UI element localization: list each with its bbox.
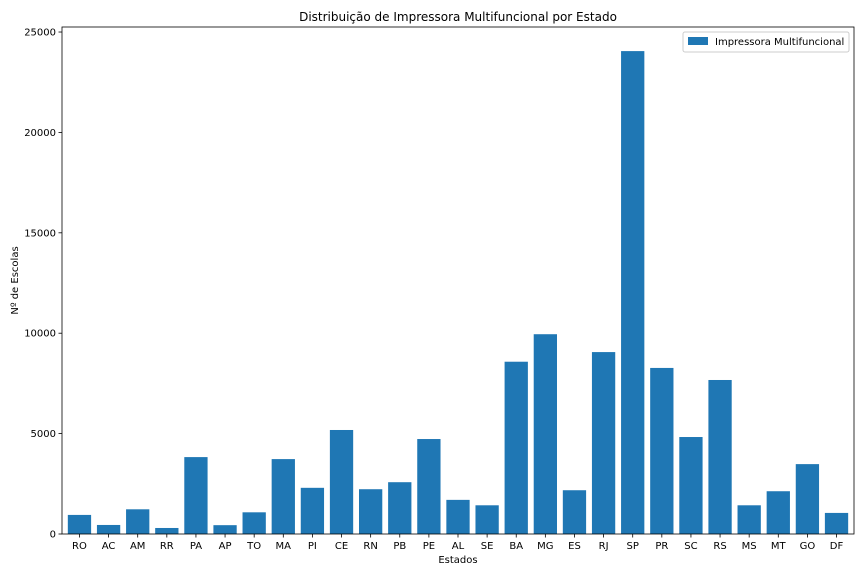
chart-title: Distribuição de Impressora Multifunciona… (299, 10, 617, 24)
bar-rr (155, 527, 179, 534)
bar-mt (766, 491, 790, 534)
x-tick-label: AP (219, 541, 232, 552)
bar-es (562, 490, 587, 534)
legend-box (682, 31, 850, 53)
bar-rn (359, 489, 383, 534)
y-axis-ticks: 0 5000 10000 15000 20000 25000 (24, 28, 62, 541)
x-tick-label: PI (308, 541, 317, 552)
x-tick-label: PB (393, 541, 406, 552)
legend-label: Impressora Multifuncional (715, 37, 844, 48)
y-tick-label: 0 (50, 530, 56, 541)
legend-swatch (688, 37, 708, 45)
x-tick-label: PR (655, 541, 668, 552)
bar-ap (213, 525, 237, 534)
x-tick-label: GO (800, 541, 816, 552)
bar-sp (621, 51, 645, 534)
bar-ma (271, 459, 295, 534)
y-tick-label: 25000 (24, 28, 56, 39)
x-tick-label: RS (713, 541, 726, 552)
x-tick-label: SE (481, 541, 494, 552)
x-tick-label: ES (568, 541, 581, 552)
y-tick-label: 15000 (24, 228, 56, 239)
bar-pe (417, 439, 441, 534)
x-tick-label: DF (830, 541, 844, 552)
bar-pb (388, 482, 412, 534)
bar-ms (737, 505, 761, 534)
x-tick-label: PA (190, 541, 202, 552)
x-tick-label: RR (160, 541, 174, 552)
bar-pi (300, 487, 325, 534)
bar-mg (533, 334, 557, 534)
x-tick-label: PE (423, 541, 435, 552)
x-tick-label: MT (771, 541, 787, 552)
x-axis-title: Estados (438, 555, 477, 566)
bar-se (475, 505, 499, 534)
x-tick-label: MA (276, 541, 292, 552)
bar-ro (67, 514, 92, 534)
legend: Impressora Multifuncional (682, 31, 850, 53)
bar-df (824, 512, 849, 534)
x-tick-label: TO (246, 541, 261, 552)
bars-group (67, 51, 849, 534)
y-tick-label: 5000 (31, 429, 56, 440)
x-tick-label: RN (363, 541, 377, 552)
x-axis-ticks: RO AC AM RR PA AP TO MA PI CE RN PB PE AL SE BA MG ES RJ SP… (72, 534, 844, 552)
x-tick-label: SC (684, 541, 697, 552)
bar-to (242, 512, 266, 534)
bar-go (795, 464, 820, 534)
x-tick-label: CE (335, 541, 348, 552)
x-tick-label: MS (742, 541, 757, 552)
bar-ac (96, 524, 121, 534)
x-tick-label: SP (627, 541, 639, 552)
x-tick-label: BA (509, 541, 523, 552)
x-tick-label: AL (452, 541, 465, 552)
bar-am (126, 509, 150, 534)
x-tick-label: AC (102, 541, 116, 552)
bar-ba (504, 361, 528, 534)
bar-ce (329, 429, 354, 534)
x-tick-label: AM (130, 541, 145, 552)
bar-sc (679, 437, 703, 534)
y-axis-title: Nº de Escolas (10, 246, 21, 314)
bar-rs (708, 379, 732, 534)
bar-al (446, 499, 470, 534)
y-tick-label: 10000 (24, 329, 56, 340)
bar-pa (184, 457, 208, 534)
x-tick-label: RJ (599, 541, 609, 552)
x-tick-label: MG (537, 541, 553, 552)
bar-pr (650, 367, 674, 534)
bar-rj (591, 352, 616, 534)
x-tick-label: RO (72, 541, 87, 552)
y-tick-label: 20000 (24, 128, 56, 139)
